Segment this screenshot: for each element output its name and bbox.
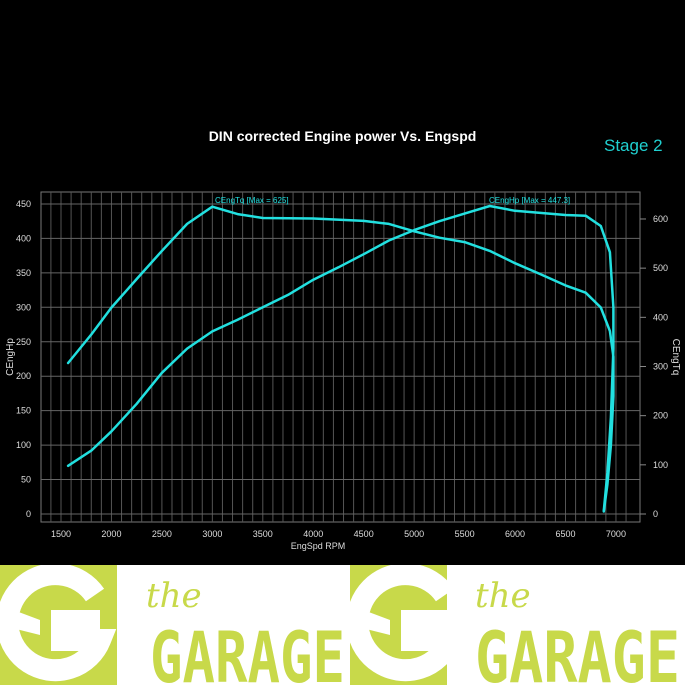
y-tick-right: 0 <box>653 509 658 519</box>
svg-text:GARAGE: GARAGE <box>475 617 680 685</box>
x-tick: 2500 <box>152 529 172 539</box>
y-axis-right-label: CEngTq <box>670 339 681 376</box>
y-tick-right: 100 <box>653 460 668 470</box>
y-tick-left: 50 <box>21 475 31 485</box>
x-tick: 6500 <box>555 529 575 539</box>
y-tick-left: 250 <box>16 337 31 347</box>
y-tick-left: 450 <box>16 199 31 209</box>
chart-title: DIN corrected Engine power Vs. Engspd <box>208 128 477 144</box>
y-tick-left: 300 <box>16 302 31 312</box>
logo-the: the <box>146 576 202 616</box>
y-tick-left: 0 <box>26 509 31 519</box>
y-tick-left: 200 <box>16 371 31 381</box>
x-tick: 2000 <box>101 529 121 539</box>
y-axis-left-label: CEngHp <box>5 338 16 376</box>
x-tick: 5500 <box>455 529 475 539</box>
svg-text:the: the <box>475 576 531 616</box>
x-tick: 1500 <box>51 529 71 539</box>
hp-series-label: CEngHp [Max = 447.3] <box>489 196 570 205</box>
logo-banner: the GARAGE the GARAGE <box>0 565 685 685</box>
y-tick-right: 600 <box>653 214 668 224</box>
torque-series-label: CEngTq [Max = 625] <box>215 196 289 205</box>
y-tick-right: 300 <box>653 361 668 371</box>
x-tick: 3500 <box>253 529 273 539</box>
y-tick-left: 100 <box>16 440 31 450</box>
x-tick: 5000 <box>404 529 424 539</box>
y-tick-right: 500 <box>653 263 668 273</box>
y-tick-right: 200 <box>653 411 668 421</box>
garage-logo-repeat: the GARAGE <box>350 565 680 685</box>
plot-area <box>40 191 641 523</box>
x-tick: 3000 <box>202 529 222 539</box>
x-tick: 4500 <box>354 529 374 539</box>
logo-garage: GARAGE <box>150 617 345 685</box>
y-tick-right: 400 <box>653 312 668 322</box>
x-tick: 6000 <box>505 529 525 539</box>
y-tick-left: 400 <box>16 233 31 243</box>
power-chart: 0501001502002503003504004500100200300400… <box>5 191 681 551</box>
series-line-cengtq <box>66 205 615 513</box>
ticks: 0501001502002503003504004500100200300400… <box>16 199 668 539</box>
y-tick-left: 150 <box>16 406 31 416</box>
y-tick-left: 350 <box>16 268 31 278</box>
series-lines <box>66 204 615 513</box>
x-axis-label: EngSpd RPM <box>291 541 346 551</box>
x-tick: 4000 <box>303 529 323 539</box>
x-tick: 7000 <box>606 529 626 539</box>
stage-label: Stage 2 <box>604 136 663 155</box>
grid <box>40 191 641 523</box>
garage-logo: the GARAGE <box>0 565 345 685</box>
